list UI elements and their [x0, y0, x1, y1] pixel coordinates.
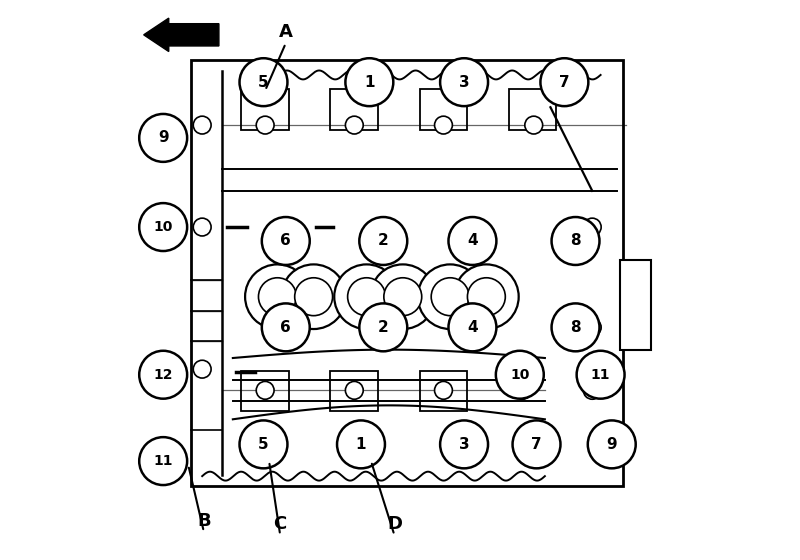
Circle shape [434, 116, 452, 134]
Text: 10: 10 [510, 368, 530, 382]
Circle shape [194, 116, 211, 134]
Circle shape [514, 381, 531, 399]
Circle shape [256, 381, 274, 399]
Text: 1: 1 [356, 437, 366, 452]
Circle shape [139, 203, 187, 251]
Text: 5: 5 [258, 74, 269, 90]
Text: 11: 11 [591, 368, 610, 382]
Circle shape [256, 116, 274, 134]
Circle shape [583, 319, 601, 336]
Circle shape [434, 381, 452, 399]
Bar [241, 371, 289, 411]
Text: 6: 6 [280, 320, 291, 335]
Circle shape [359, 304, 407, 351]
Circle shape [384, 278, 422, 316]
Circle shape [346, 116, 363, 134]
Text: 3: 3 [458, 74, 470, 90]
Circle shape [245, 264, 310, 329]
Text: 4: 4 [467, 320, 478, 335]
Circle shape [525, 116, 542, 134]
Circle shape [194, 218, 211, 236]
Circle shape [139, 351, 187, 399]
Circle shape [440, 58, 488, 106]
Circle shape [577, 351, 625, 399]
Circle shape [359, 217, 407, 265]
Bar [330, 90, 378, 129]
Circle shape [440, 421, 488, 468]
Circle shape [588, 421, 636, 468]
Circle shape [262, 217, 310, 265]
Bar [191, 60, 623, 486]
Text: 12: 12 [154, 368, 173, 382]
FancyBboxPatch shape [620, 260, 650, 349]
Text: 4: 4 [467, 234, 478, 249]
Circle shape [449, 217, 496, 265]
Text: 10: 10 [154, 220, 173, 234]
Text: 6: 6 [280, 234, 291, 249]
Circle shape [431, 278, 469, 316]
Circle shape [239, 421, 287, 468]
Circle shape [541, 58, 588, 106]
Text: 8: 8 [570, 320, 581, 335]
Text: A: A [279, 23, 293, 41]
Circle shape [239, 58, 287, 106]
Circle shape [348, 278, 386, 316]
Circle shape [262, 304, 310, 351]
Circle shape [449, 304, 496, 351]
Text: 5: 5 [258, 437, 269, 452]
Circle shape [334, 264, 399, 329]
Text: 1: 1 [364, 74, 374, 90]
Text: C: C [274, 515, 287, 533]
Circle shape [139, 114, 187, 162]
Circle shape [346, 58, 394, 106]
Circle shape [418, 264, 482, 329]
Circle shape [370, 264, 435, 329]
Circle shape [454, 264, 518, 329]
Text: 8: 8 [570, 234, 581, 249]
Circle shape [551, 217, 599, 265]
Text: B: B [197, 512, 210, 530]
Bar [419, 371, 467, 411]
FancyArrow shape [144, 18, 219, 52]
Circle shape [282, 264, 346, 329]
Circle shape [583, 218, 601, 236]
Circle shape [258, 278, 296, 316]
Circle shape [551, 304, 599, 351]
Text: D: D [387, 515, 402, 533]
Circle shape [583, 381, 601, 399]
Text: 9: 9 [606, 437, 617, 452]
Circle shape [513, 421, 561, 468]
Circle shape [496, 351, 544, 399]
Bar [330, 371, 378, 411]
Circle shape [346, 381, 363, 399]
Circle shape [337, 421, 385, 468]
Bar [241, 90, 289, 129]
Circle shape [194, 360, 211, 378]
Bar [419, 90, 467, 129]
Text: 7: 7 [559, 74, 570, 90]
Text: 7: 7 [531, 437, 542, 452]
Circle shape [467, 278, 506, 316]
Text: 9: 9 [158, 130, 169, 146]
Text: 2: 2 [378, 320, 389, 335]
Text: 2: 2 [378, 234, 389, 249]
Text: 3: 3 [458, 437, 470, 452]
Text: 11: 11 [154, 454, 173, 468]
Circle shape [139, 437, 187, 485]
Circle shape [294, 278, 333, 316]
Bar [509, 90, 556, 129]
